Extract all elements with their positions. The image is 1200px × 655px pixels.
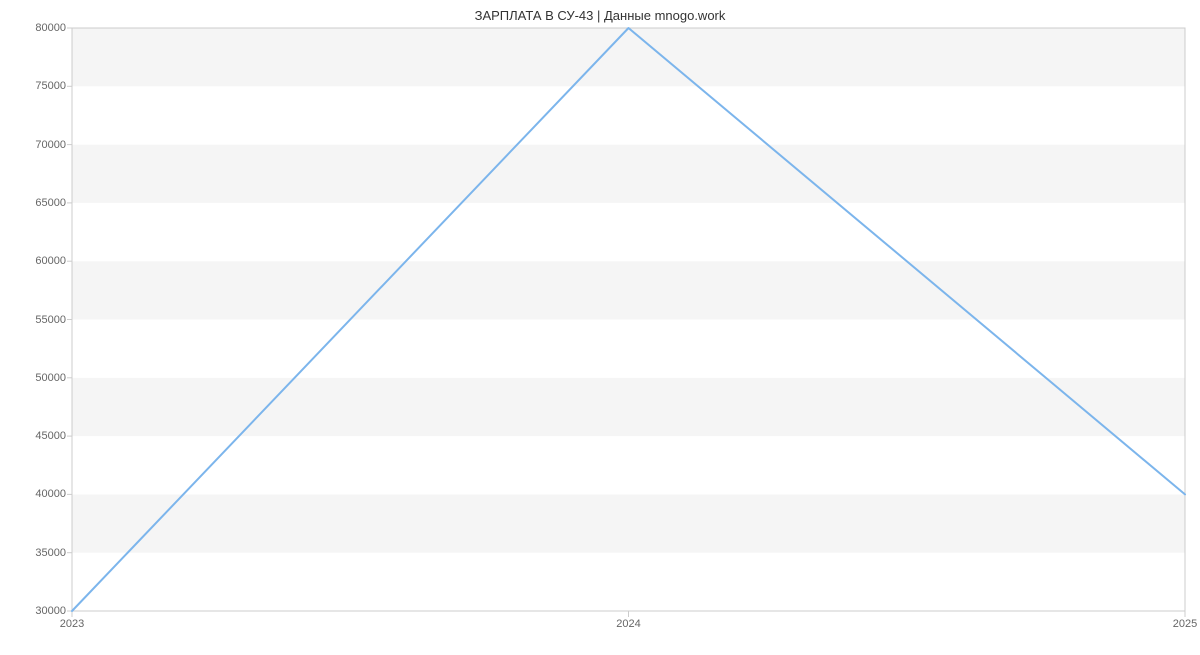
y-tick-label: 80000 <box>16 22 66 34</box>
y-tick-label: 55000 <box>16 314 66 326</box>
chart-area <box>0 0 1200 650</box>
x-tick-label: 2023 <box>60 618 84 630</box>
y-tick-label: 65000 <box>16 197 66 209</box>
y-tick-label: 30000 <box>16 605 66 617</box>
y-tick-label: 50000 <box>16 372 66 384</box>
y-tick-label: 35000 <box>16 547 66 559</box>
y-tick-label: 60000 <box>16 255 66 267</box>
y-tick-label: 70000 <box>16 139 66 151</box>
y-tick-label: 45000 <box>16 430 66 442</box>
x-tick-label: 2024 <box>616 618 640 630</box>
chart-svg <box>0 0 1200 650</box>
y-tick-label: 75000 <box>16 80 66 92</box>
y-tick-label: 40000 <box>16 488 66 500</box>
x-tick-label: 2025 <box>1173 618 1197 630</box>
